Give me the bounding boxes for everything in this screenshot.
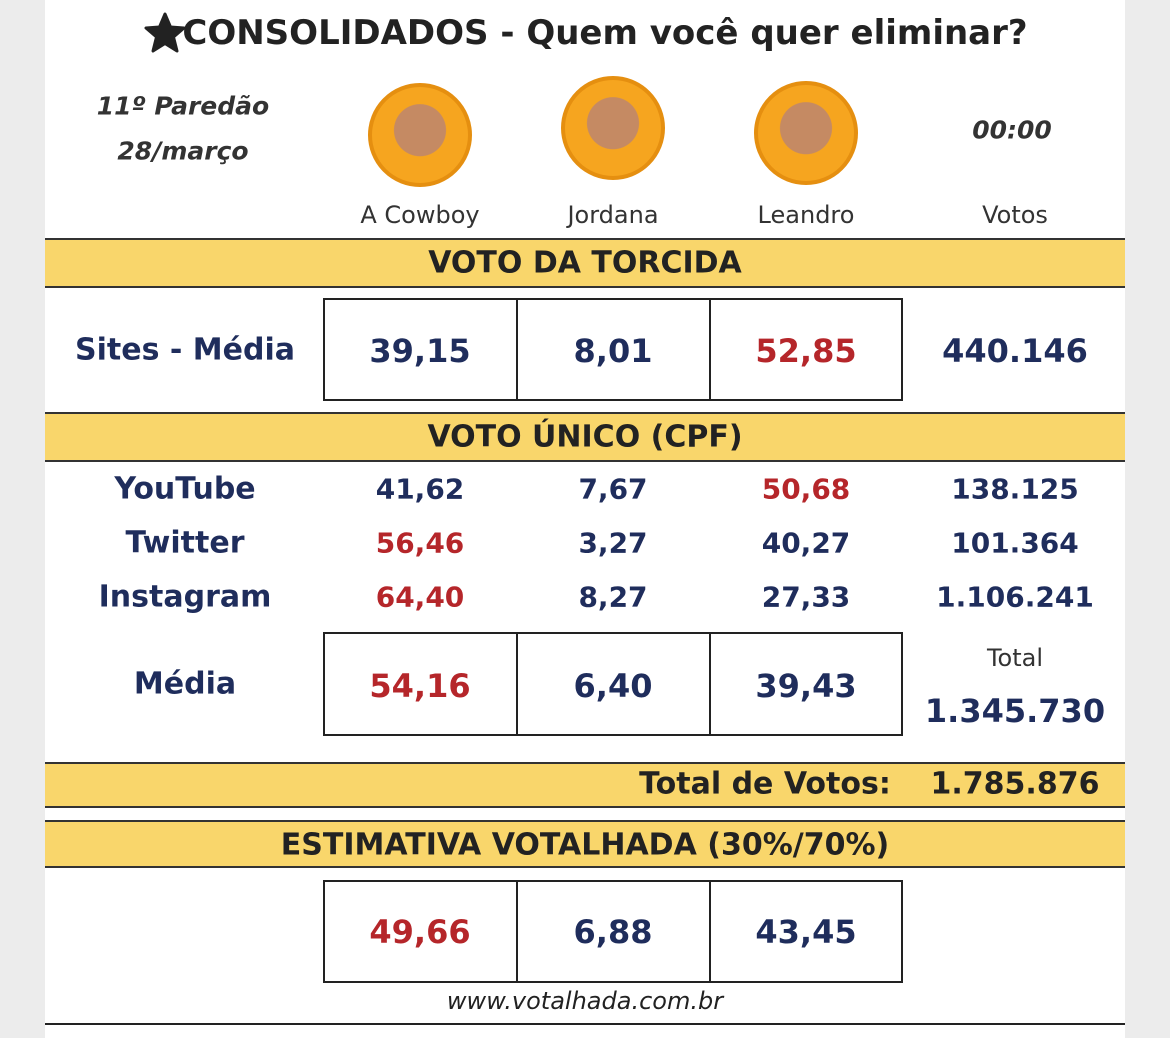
row-label: Twitter [125,525,245,561]
time: 00:00 [972,115,1052,145]
date: 28/março [117,136,249,166]
value: 7,67 [578,472,648,506]
votes: 1.106.241 [936,580,1094,614]
paredao: 11º Paredão [96,91,270,121]
section-band [45,238,1125,288]
title: CONSOLIDADOS - Quem você quer eliminar? [182,13,1028,53]
votes-label: Votos [982,201,1048,229]
value: 52,85 [755,332,857,370]
row-label: Média [133,666,237,702]
avatar [561,76,665,180]
section-title: ESTIMATIVA VOTALHADA (30%/70%) [280,827,890,863]
box-divider [516,882,518,981]
avatar [368,83,472,187]
box-divider [516,634,518,734]
total-band [45,762,1125,808]
total-caption: Total [986,644,1044,672]
row-label: YouTube [114,471,256,507]
total: 1.345.730 [924,692,1106,730]
candidate-name: Leandro [757,201,855,229]
box-divider [709,882,711,981]
value: 6,40 [573,667,653,705]
votes: 138.125 [951,472,1079,506]
value: 64,40 [375,580,465,614]
section-title: VOTO ÚNICO (CPF) [427,419,743,455]
value: 50,68 [761,472,851,506]
value-box [323,298,903,401]
value: 27,33 [761,580,851,614]
star-icon [144,12,186,53]
section-band [45,820,1125,868]
avatar [754,81,858,185]
candidate-name: Jordana [567,201,659,229]
value: 6,88 [573,913,653,951]
value: 3,27 [578,526,648,560]
row-label: Instagram [98,579,272,615]
value: 41,62 [375,472,465,506]
value: 54,16 [369,667,471,705]
candidate-name: A Cowboy [360,201,480,229]
total-value: 1.785.876 [930,766,1100,802]
value: 8,01 [573,332,653,370]
box-divider [709,634,711,734]
value: 8,27 [578,580,648,614]
votes: 440.146 [942,332,1088,370]
value: 56,46 [375,526,465,560]
box-divider [516,300,518,399]
section-band [45,412,1125,462]
row-label: Sites - Média [75,332,295,368]
value: 49,66 [369,913,471,951]
poll-sheet: CONSOLIDADOS - Quem você quer eliminar? … [45,0,1125,1038]
votes: 101.364 [951,526,1079,560]
value-box [323,880,903,983]
section-title: VOTO DA TORCIDA [428,245,742,281]
value: 39,43 [755,667,857,705]
box-divider [709,300,711,399]
total-label: Total de Votos: [639,766,891,802]
footer-url: www.votalhada.com.br [446,987,724,1015]
value-box [323,632,903,736]
value: 39,15 [369,332,471,370]
value: 40,27 [761,526,851,560]
value: 43,45 [755,913,857,951]
footer-rule [45,1023,1125,1025]
